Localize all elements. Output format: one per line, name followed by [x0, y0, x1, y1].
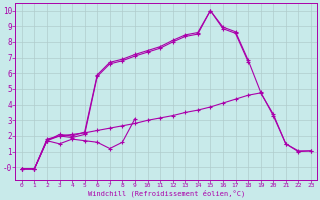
X-axis label: Windchill (Refroidissement éolien,°C): Windchill (Refroidissement éolien,°C) — [88, 190, 245, 197]
